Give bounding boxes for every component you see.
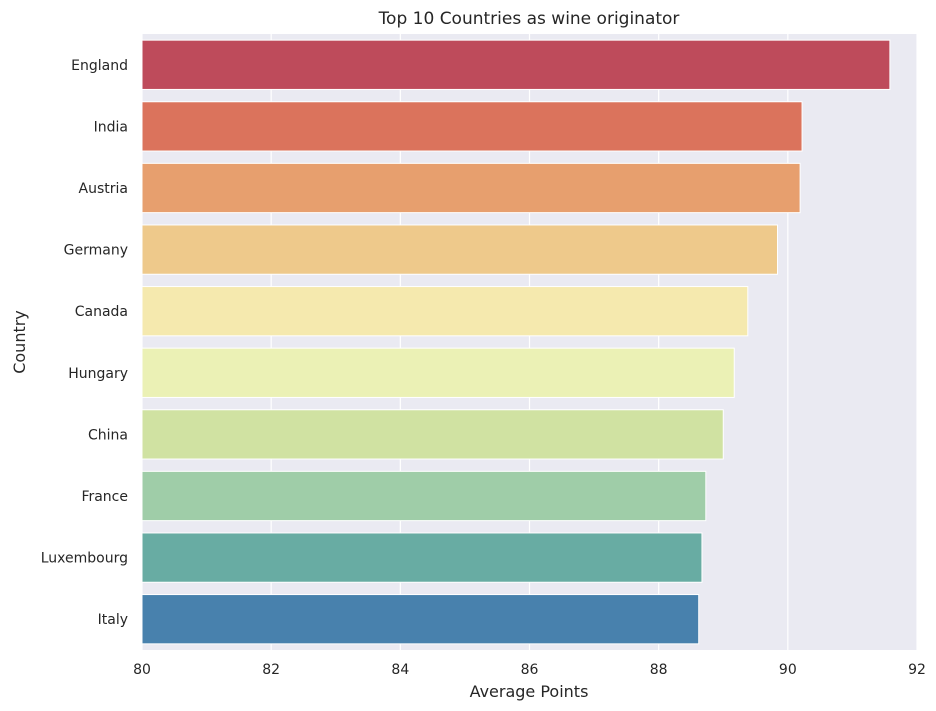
y-tick-label: Italy [98,612,128,628]
bar-india [141,101,803,152]
y-tick-label: Germany [64,243,128,259]
y-tick-labels: England India Austria Germany Canada Hungary C… [41,58,128,628]
x-tick-label: 90 [779,662,797,678]
bars [141,39,891,645]
y-axis-label: Country [10,310,29,374]
bar-italy [141,594,700,645]
y-tick-label: Austria [79,181,128,197]
y-tick-label: France [81,489,128,505]
y-tick-label: Luxembourg [41,551,128,567]
bar-france [141,470,707,522]
y-tick-label: Canada [75,304,128,320]
bar-hungary [141,347,735,398]
x-tick-label: 88 [650,662,668,678]
bar-austria [141,162,801,214]
x-axis-label: Average Points [470,682,589,701]
y-tick-label: England [71,58,128,74]
y-tick-label: Hungary [68,366,128,382]
x-tick-label: 84 [391,662,409,678]
chart-title: Top 10 Countries as wine originator [378,9,680,29]
bar-china [141,409,724,460]
y-tick-label: India [94,119,128,135]
bar-germany [141,224,778,275]
bar-england [141,39,891,90]
y-tick-label: China [88,427,128,443]
x-tick-label: 92 [908,662,926,678]
x-tick-label: 80 [133,662,151,678]
x-tick-label: 82 [262,662,280,678]
x-tick-label: 86 [521,662,539,678]
bar-canada [141,286,749,337]
x-tick-labels: 80 82 84 86 88 90 92 [133,662,926,678]
bar-luxembourg [141,532,703,583]
